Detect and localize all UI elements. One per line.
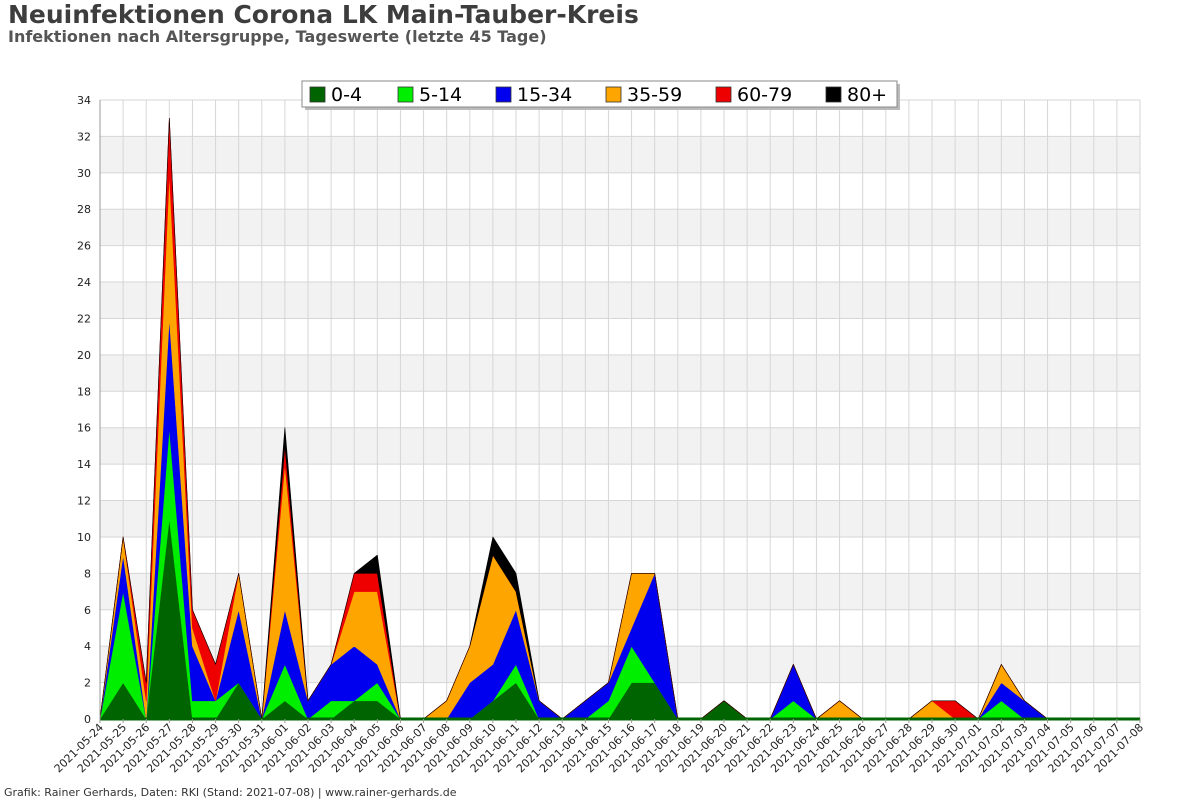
y-tick-label: 2	[84, 677, 91, 690]
grid-band	[100, 136, 1140, 173]
legend-swatch	[495, 86, 512, 103]
grid-band	[100, 209, 1140, 246]
y-tick-label: 34	[77, 94, 91, 107]
y-tick-label: 30	[77, 167, 91, 180]
grid-band	[100, 500, 1140, 537]
grid-band	[100, 427, 1140, 465]
legend-label: 35-59	[627, 84, 682, 106]
y-tick-label: 10	[77, 531, 91, 544]
legend-label: 0-4	[331, 84, 362, 106]
legend-label: 5-14	[419, 84, 462, 106]
y-tick-label: 20	[77, 349, 91, 362]
y-tick-label: 32	[77, 130, 91, 143]
y-tick-label: 8	[84, 567, 91, 580]
grid-band	[100, 282, 1140, 319]
y-tick-label: 24	[77, 276, 91, 289]
legend-swatch	[825, 86, 842, 103]
y-tick-label: 12	[77, 495, 91, 508]
grid-band	[100, 354, 1140, 392]
legend-swatch	[309, 86, 326, 103]
y-tick-label: 6	[84, 604, 91, 617]
y-tick-label: 22	[77, 312, 91, 325]
grid-band	[100, 573, 1140, 610]
legend-box	[301, 80, 898, 108]
legend-swatch	[397, 86, 414, 103]
legend-label: 80+	[847, 84, 887, 106]
y-tick-label: 28	[77, 203, 91, 216]
chart-title: Neuinfektionen Corona LK Main-Tauber-Kre…	[8, 0, 639, 29]
legend-label: 60-79	[737, 84, 792, 106]
legend-label: 15-34	[517, 84, 572, 106]
legend-swatch	[715, 86, 732, 103]
y-tick-label: 26	[77, 240, 91, 253]
legend-swatch	[605, 86, 622, 103]
y-tick-label: 16	[77, 422, 91, 435]
y-tick-label: 18	[77, 385, 91, 398]
y-tick-label: 4	[84, 640, 91, 653]
footer-credit: Grafik: Rainer Gerhards, Daten: RKI (Sta…	[4, 786, 457, 799]
y-tick-label: 14	[77, 458, 91, 471]
y-tick-label: 0	[84, 713, 91, 726]
area-series-80+	[99, 117, 1141, 720]
chart-subtitle: Infektionen nach Altersgruppe, Tageswert…	[8, 27, 547, 46]
